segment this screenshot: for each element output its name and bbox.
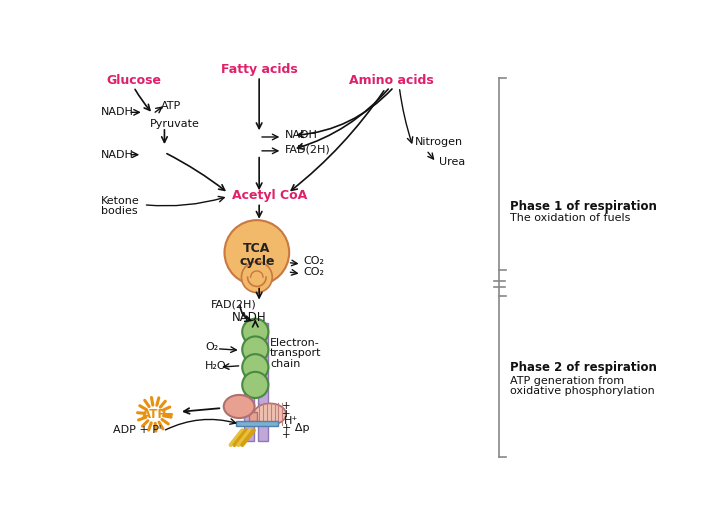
Text: TCA: TCA [243, 242, 271, 255]
Text: Phase 2 of respiration: Phase 2 of respiration [511, 361, 657, 375]
Circle shape [242, 319, 268, 345]
Text: ADP + Pᴵ: ADP + Pᴵ [113, 426, 161, 435]
Text: +: + [282, 409, 291, 419]
Text: + Δp: + Δp [282, 423, 310, 433]
Text: Urea: Urea [440, 157, 465, 168]
Text: transport: transport [270, 348, 321, 359]
Bar [243, 323, 253, 441]
Text: Phase 1 of respiration: Phase 1 of respiration [511, 200, 657, 213]
Text: CO₂: CO₂ [304, 267, 325, 277]
Text: FAD(2H): FAD(2H) [211, 300, 256, 310]
Text: NADH: NADH [286, 130, 318, 140]
Text: NADH: NADH [101, 149, 134, 160]
Text: Pyruvate: Pyruvate [150, 119, 200, 129]
Ellipse shape [223, 395, 254, 418]
Circle shape [242, 372, 268, 398]
Text: oxidative phosphorylation: oxidative phosphorylation [511, 386, 655, 396]
Text: NADH: NADH [232, 311, 266, 325]
Text: Fatty acids: Fatty acids [221, 63, 298, 77]
Text: Amino acids: Amino acids [349, 74, 434, 87]
Circle shape [241, 262, 272, 293]
Text: H₂O: H₂O [205, 361, 227, 371]
Text: +: + [282, 430, 291, 440]
Text: chain: chain [270, 359, 300, 369]
Text: Electron-: Electron- [270, 338, 319, 347]
Text: CO₂: CO₂ [304, 256, 325, 266]
Text: cycle: cycle [239, 255, 275, 268]
Text: Nitrogen: Nitrogen [415, 137, 463, 147]
Text: FAD(2H): FAD(2H) [286, 144, 331, 154]
Circle shape [225, 220, 289, 285]
Bar [258, 323, 268, 441]
Text: Glucose: Glucose [106, 74, 161, 87]
Text: Acetyl CoA: Acetyl CoA [232, 189, 307, 202]
Bar [249, 412, 257, 421]
Ellipse shape [253, 403, 286, 425]
Text: ATP generation from: ATP generation from [511, 376, 624, 386]
Circle shape [242, 336, 268, 363]
Text: O₂: O₂ [205, 342, 218, 352]
Bar [236, 421, 279, 426]
Text: ATP: ATP [142, 408, 167, 421]
Text: ATP: ATP [160, 101, 181, 111]
Circle shape [242, 354, 268, 380]
Text: Ketone: Ketone [100, 196, 140, 206]
Text: bodies: bodies [100, 206, 137, 216]
Text: NADH: NADH [101, 107, 134, 118]
Text: +: + [282, 402, 291, 411]
Text: The oxidation of fuels: The oxidation of fuels [511, 213, 631, 223]
Text: H⁺: H⁺ [284, 416, 298, 426]
